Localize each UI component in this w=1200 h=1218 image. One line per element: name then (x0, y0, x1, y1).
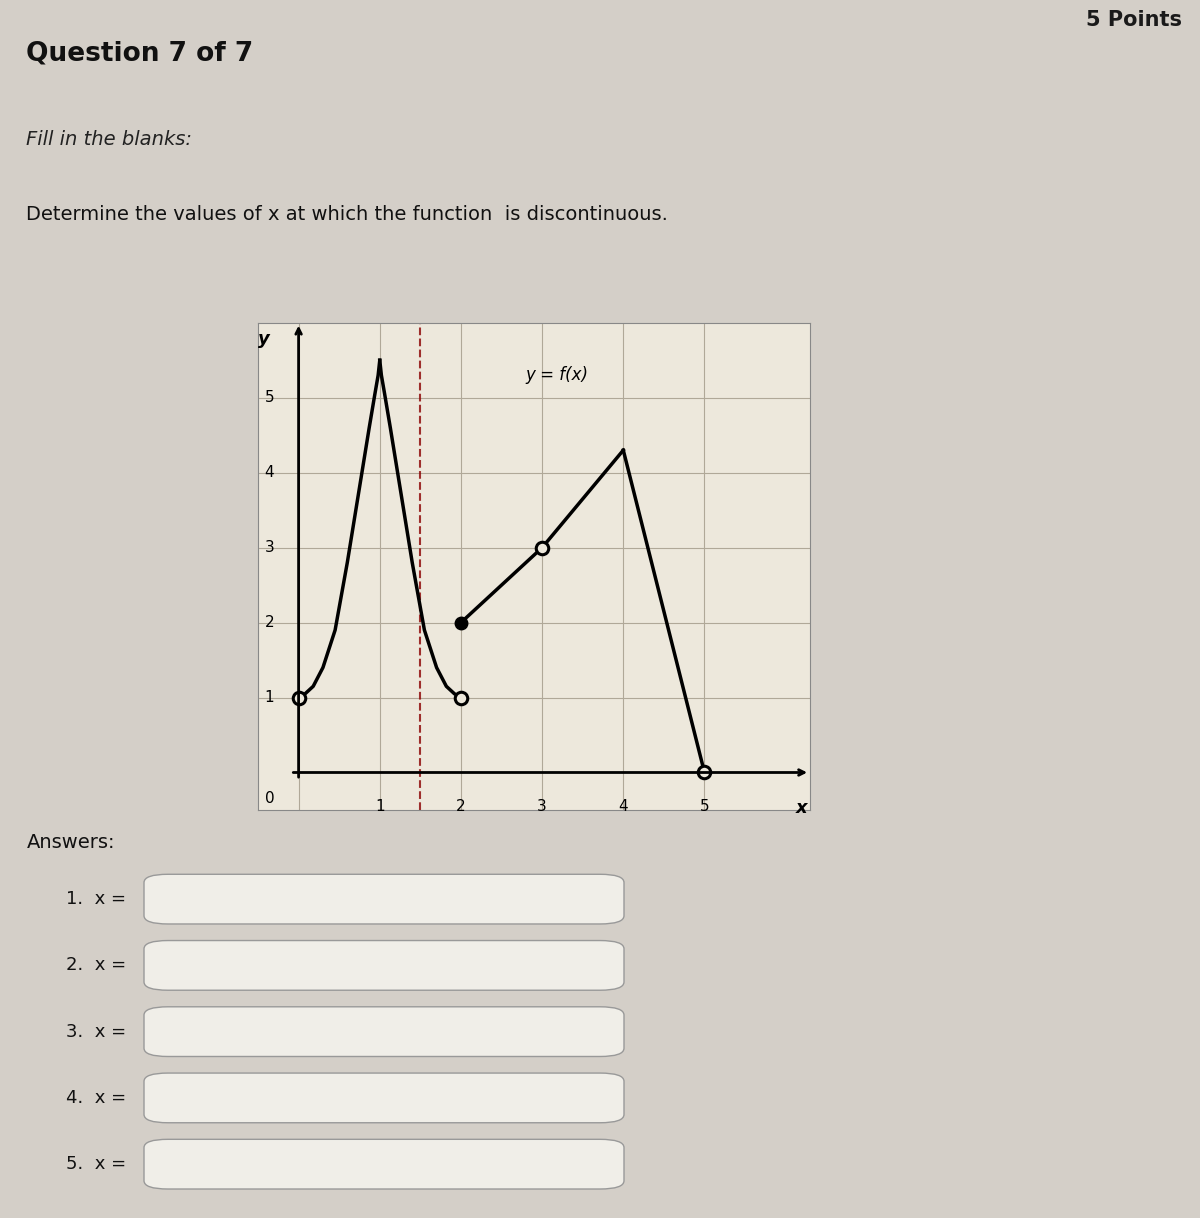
Text: 3: 3 (264, 540, 275, 555)
Text: 1.  x =: 1. x = (66, 890, 126, 909)
Text: 2.  x =: 2. x = (66, 956, 126, 974)
FancyBboxPatch shape (144, 1139, 624, 1189)
Text: 1: 1 (265, 691, 275, 705)
Text: 4: 4 (265, 465, 275, 480)
Text: 5: 5 (265, 390, 275, 406)
Text: 4: 4 (618, 799, 628, 814)
Text: x: x (796, 799, 808, 817)
Text: 4.  x =: 4. x = (66, 1089, 126, 1107)
FancyBboxPatch shape (144, 1007, 624, 1056)
Text: y = f(x): y = f(x) (526, 367, 589, 384)
Text: Fill in the blanks:: Fill in the blanks: (26, 129, 192, 149)
Text: 2: 2 (265, 615, 275, 630)
Text: 5: 5 (700, 799, 709, 814)
Text: 3.  x =: 3. x = (66, 1023, 126, 1040)
Text: 5.  x =: 5. x = (66, 1155, 126, 1173)
FancyBboxPatch shape (144, 940, 624, 990)
Text: 3: 3 (538, 799, 547, 814)
Text: y: y (258, 330, 270, 348)
Text: 1: 1 (374, 799, 384, 814)
Text: 2: 2 (456, 799, 466, 814)
Text: 5 Points: 5 Points (1086, 10, 1182, 30)
Text: Determine the values of x at which the function  is discontinuous.: Determine the values of x at which the f… (26, 205, 668, 224)
FancyBboxPatch shape (144, 875, 624, 924)
Text: 0: 0 (265, 792, 275, 806)
Text: Question 7 of 7: Question 7 of 7 (26, 41, 253, 67)
Text: Answers:: Answers: (26, 833, 115, 851)
FancyBboxPatch shape (144, 1073, 624, 1123)
